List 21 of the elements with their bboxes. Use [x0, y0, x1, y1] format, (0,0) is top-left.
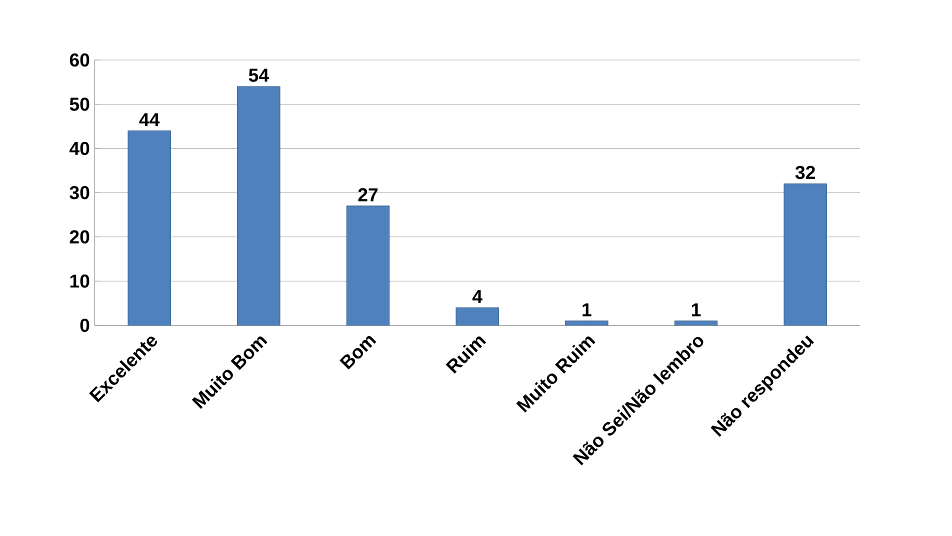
bar [346, 206, 390, 326]
data-label: 1 [582, 303, 592, 316]
bar [784, 184, 827, 326]
bar [128, 130, 171, 326]
y-tick-label: 50 [70, 98, 90, 111]
bar [565, 320, 608, 326]
y-tick-label: 30 [70, 186, 90, 200]
data-label: 27 [358, 188, 378, 202]
y-tick-label: 40 [69, 142, 90, 156]
bar [674, 320, 718, 326]
data-label: 44 [139, 113, 160, 126]
data-label: 32 [795, 166, 815, 180]
y-tick-label: 10 [70, 274, 90, 288]
data-label: 1 [692, 303, 701, 316]
y-tick-label: 20 [70, 230, 90, 244]
data-label: 4 [472, 290, 482, 303]
y-tick-label: 60 [70, 53, 90, 67]
bar [456, 307, 499, 326]
y-tick-label: 0 [80, 318, 90, 332]
data-label: 54 [248, 68, 269, 82]
bar [237, 86, 280, 326]
